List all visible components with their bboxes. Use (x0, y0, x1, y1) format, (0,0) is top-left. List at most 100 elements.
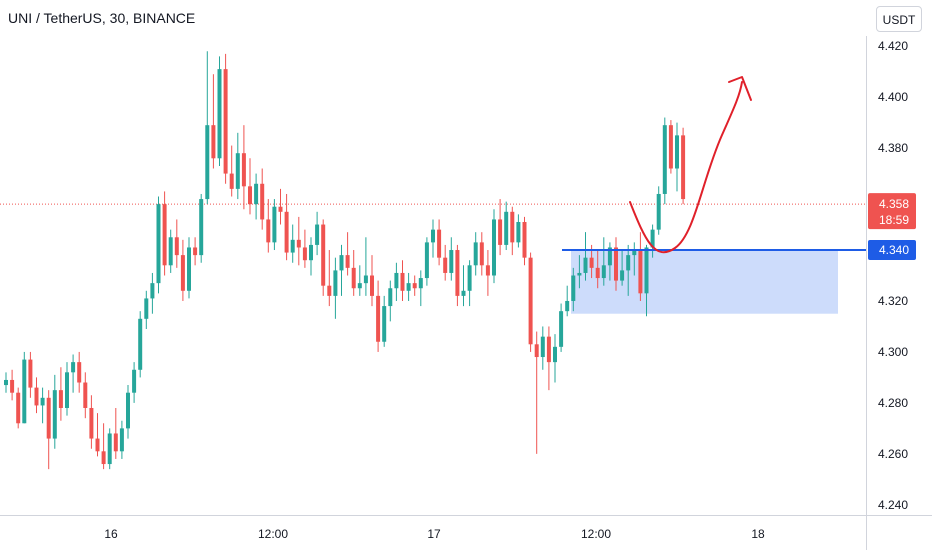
candle (272, 199, 277, 251)
candle-body (449, 250, 454, 273)
candle-body (595, 267, 600, 279)
candle (601, 237, 606, 286)
candle-body (400, 272, 405, 291)
candle-body (174, 237, 179, 256)
x-tick-label: 18 (751, 527, 765, 541)
candle (126, 385, 130, 439)
candle (553, 334, 557, 383)
candle-body (193, 247, 198, 256)
candle-body (309, 244, 313, 261)
candle-body (479, 242, 484, 266)
candle-body (217, 69, 222, 159)
candle (254, 173, 259, 220)
candle-body (394, 272, 399, 289)
candle (315, 211, 320, 256)
candle (363, 237, 368, 296)
candle (424, 237, 429, 286)
candle-body (46, 397, 51, 439)
y-tick-label: 4.420 (878, 39, 908, 53)
candle (516, 214, 521, 248)
candle-body (162, 204, 167, 266)
candle (138, 311, 143, 378)
candle (443, 244, 448, 281)
plot-area[interactable] (0, 51, 866, 470)
candle-body (431, 229, 435, 243)
candle-body (34, 387, 39, 406)
candle (260, 168, 265, 230)
candle-body (138, 318, 143, 370)
candle-body (248, 186, 252, 205)
projection-arrowhead (728, 76, 752, 101)
candle (632, 242, 637, 276)
candle-body (546, 336, 551, 363)
candle (180, 239, 185, 301)
y-tick-label: 4.280 (878, 396, 908, 410)
candle (492, 209, 496, 284)
candle (58, 367, 63, 421)
candle-body (376, 295, 381, 342)
candle-body (168, 237, 173, 266)
candle-body (71, 362, 76, 373)
candle (394, 262, 399, 301)
y-tick-label: 4.300 (878, 345, 908, 359)
candle (321, 219, 326, 296)
candle-body (528, 257, 533, 345)
candle (193, 237, 198, 266)
candle (107, 428, 112, 470)
candle (339, 244, 344, 296)
candle (461, 265, 466, 307)
candle-body (522, 221, 527, 258)
candle (656, 186, 661, 235)
candle (668, 120, 673, 174)
candle-body (638, 250, 643, 294)
last-price-label: 4.358 (879, 197, 909, 211)
candle-body (583, 257, 588, 273)
candle-body (345, 255, 350, 268)
candle (479, 232, 484, 276)
candle (144, 290, 149, 330)
candle-body (113, 433, 118, 452)
candle-body (437, 229, 442, 258)
candle-body (382, 306, 387, 342)
candle-body (565, 300, 570, 312)
candle-body (443, 257, 448, 273)
currency-selector-button[interactable]: USDT (876, 6, 922, 32)
candle (620, 250, 625, 286)
candle-body (89, 407, 94, 439)
candle-body (644, 247, 649, 294)
candle (46, 390, 51, 470)
candle (681, 127, 686, 205)
y-tick-label: 4.380 (878, 141, 908, 155)
candle-body (150, 283, 155, 299)
candle-body (22, 359, 27, 424)
candle (168, 229, 173, 273)
candle-body (132, 369, 137, 393)
candle (248, 158, 252, 215)
candle-body (412, 283, 417, 289)
candle-body (681, 135, 686, 200)
candle-body (418, 278, 423, 289)
candle (498, 199, 503, 256)
candle (89, 395, 94, 449)
projection-curve[interactable] (629, 81, 743, 254)
candle-body (388, 288, 393, 307)
candle (290, 224, 295, 263)
candle (132, 362, 137, 403)
candle (52, 374, 57, 449)
candle-body (650, 229, 655, 248)
candle (101, 423, 106, 470)
candle (296, 216, 301, 266)
candle-body (626, 255, 631, 271)
candle-body (254, 183, 259, 205)
candle (510, 206, 515, 256)
candle-body (65, 372, 69, 408)
x-tick-label: 12:00 (581, 527, 611, 541)
y-tick-label: 4.320 (878, 294, 908, 308)
candle-body (205, 125, 210, 200)
y-tick-label: 4.400 (878, 90, 908, 104)
candle-body (107, 433, 112, 465)
candle (284, 193, 289, 261)
candle-body (223, 69, 228, 174)
candle (16, 387, 21, 429)
